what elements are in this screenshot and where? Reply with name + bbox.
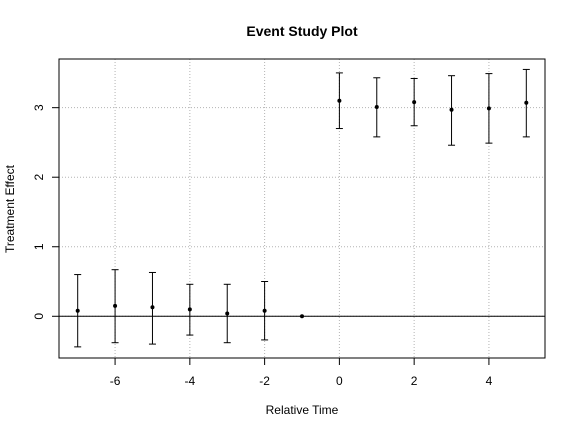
data-point (486, 106, 491, 111)
y-tick-label: 2 (32, 174, 46, 181)
y-tick-label: 0 (32, 313, 46, 320)
data-point (75, 308, 80, 313)
data-point (524, 100, 529, 105)
data-points (75, 98, 529, 319)
data-point (262, 308, 267, 313)
x-tick-label: 0 (336, 374, 343, 388)
y-axis-label: Treatment Effect (3, 164, 17, 253)
plot-area-border (58, 58, 546, 359)
error-bars (74, 68, 530, 348)
x-tick-label: 4 (486, 374, 493, 388)
data-point (225, 311, 230, 316)
x-tick-label: -2 (259, 374, 270, 388)
x-tick-label: 2 (411, 374, 418, 388)
x-axis-label: Relative Time (266, 403, 339, 417)
data-point (113, 303, 118, 308)
chart-title: Event Study Plot (246, 23, 358, 39)
data-point (337, 98, 342, 103)
data-point (300, 314, 304, 319)
data-point (412, 100, 417, 105)
y-tick-label: 1 (32, 243, 46, 250)
y-tick-label: 3 (32, 104, 46, 111)
data-point (187, 307, 192, 312)
x-tick-label: -6 (110, 374, 121, 388)
x-axis: -6 -4 -2 0 2 4 (110, 358, 493, 388)
y-axis: 0 1 2 3 (32, 104, 59, 320)
x-tick-label: -4 (185, 374, 196, 388)
grid (59, 59, 545, 358)
data-point (374, 104, 379, 109)
data-point (150, 305, 155, 310)
data-point (449, 107, 454, 112)
